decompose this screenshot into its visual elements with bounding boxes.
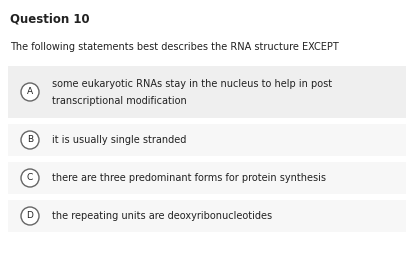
- Text: it is usually single stranded: it is usually single stranded: [52, 135, 186, 145]
- Text: C: C: [27, 173, 33, 182]
- Text: transcriptional modification: transcriptional modification: [52, 96, 186, 106]
- Text: A: A: [27, 88, 33, 96]
- Text: D: D: [26, 211, 33, 221]
- Text: B: B: [27, 136, 33, 144]
- Text: there are three predominant forms for protein synthesis: there are three predominant forms for pr…: [52, 173, 325, 183]
- Text: Question 10: Question 10: [10, 13, 89, 26]
- Text: some eukaryotic RNAs stay in the nucleus to help in post: some eukaryotic RNAs stay in the nucleus…: [52, 79, 331, 89]
- Text: the repeating units are deoxyribonucleotides: the repeating units are deoxyribonucleot…: [52, 211, 271, 221]
- Text: The following statements best describes the RNA structure EXCEPT: The following statements best describes …: [10, 42, 338, 52]
